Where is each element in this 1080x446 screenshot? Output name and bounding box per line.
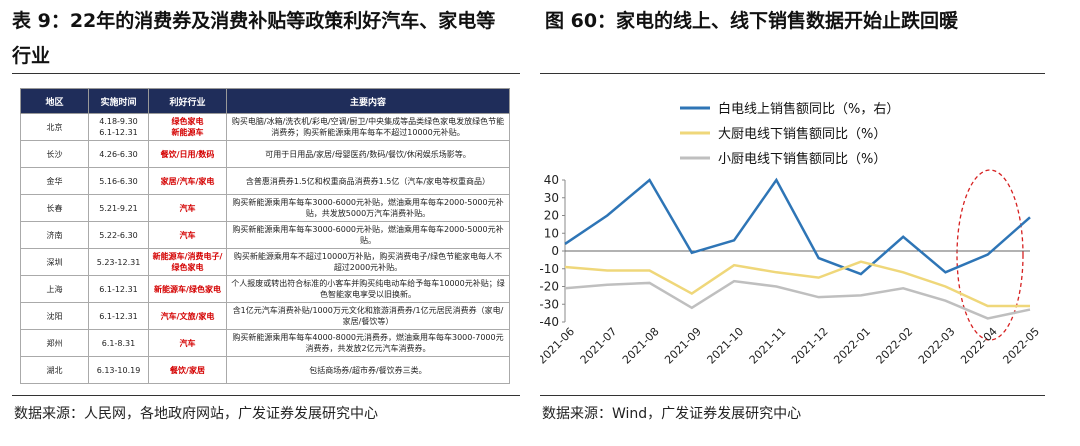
table-cell: 6.1-12.31 <box>88 302 149 330</box>
rule <box>540 73 1045 74</box>
rule <box>540 395 1045 396</box>
x-tick-label: 2021-10 <box>705 325 747 367</box>
table-cell: 沈阳 <box>20 302 89 330</box>
table-row: 湖北 6.13-10.19 餐饮/家居 包括商场券/超市券/餐饮券三类。 <box>20 356 510 384</box>
legend-label: 白电线上销售额同比（%，右） <box>718 101 899 117</box>
table-cell: 可用于日用品/家居/母婴医药/数码/餐饮/休闲娱乐场影等。 <box>226 140 510 168</box>
table-row: 金华 5.16-6.30 家居/汽车/家电 含普惠消费券1.5亿和权重商品消费券1.5… <box>20 167 510 195</box>
chart-title: 图 60：家电的线上、线下销售数据开始止跌回暖 <box>545 10 959 32</box>
table-cell: 4.26-6.30 <box>88 140 149 168</box>
table-cell: 汽车 <box>148 221 227 249</box>
y-tick-label: -10 <box>540 262 559 276</box>
x-tick-label: 2022-04 <box>958 325 1000 367</box>
table-cell: 4.18-9.30 6.1-12.31 <box>88 113 149 141</box>
table-cell: 5.16-6.30 <box>88 167 149 195</box>
table-source: 数据来源：人民网，各地政府网站，广发证券发展研究中心 <box>14 406 378 422</box>
chart-source: 数据来源：Wind，广发证券发展研究中心 <box>542 406 802 422</box>
y-tick-label: 30 <box>544 191 559 205</box>
table-cell: 新能源车/绿色家电 <box>148 275 227 303</box>
table-cell: 绿色家电 新能源车 <box>148 113 227 141</box>
table-cell: 含普惠消费券1.5亿和权重商品消费券1.5亿（汽车/家电等权重商品） <box>226 167 510 195</box>
y-tick-label: 0 <box>551 244 559 258</box>
x-tick-label: 2022-02 <box>874 325 916 367</box>
x-tick-label: 2021-11 <box>747 325 789 367</box>
table-cell: 济南 <box>20 221 89 249</box>
series-line <box>564 260 1030 308</box>
table-row: 北京 4.18-9.30 6.1-12.31 绿色家电 新能源车 购买电脑/冰箱/洗衣… <box>20 113 510 141</box>
x-tick-label: 2022-03 <box>916 325 958 367</box>
table-cell: 北京 <box>20 113 89 141</box>
table-cell: 长沙 <box>20 140 89 168</box>
table-cell: 郑州 <box>20 329 89 357</box>
table-cell: 个人报废或转出符合标准的小客车并购买纯电动车给予每车10000元补贴；绿色智能家… <box>226 275 510 303</box>
legend-label: 大厨电线下销售额同比（%） <box>718 126 886 142</box>
table-cell: 购买新能源乘用车不超过10000万补贴，购买消费电子/绿色节能家电每人不超过20… <box>226 248 510 276</box>
table-row: 长沙 4.26-6.30 餐饮/日用/数码 可用于日用品/家居/母婴医药/数码/餐饮/… <box>20 140 510 168</box>
table-cell: 家居/汽车/家电 <box>148 167 227 195</box>
table-row: 济南 5.22-6.30 汽车 购买新能源乘用车每车3000-6000元补贴，燃油乘用… <box>20 221 510 249</box>
policy-table: 地区 实施时间 利好行业 主要内容 北京 4.18-9.30 6.1-12.31 绿色家电… <box>20 88 510 384</box>
table-cell: 6.1-8.31 <box>88 329 149 357</box>
table-cell: 汽车/文旅/家电 <box>148 302 227 330</box>
table-row: 深圳 5.23-12.31 新能源车/消费电子/绿色家电 购买新能源乘用车不超过100… <box>20 248 510 276</box>
table-cell: 含1亿元汽车消费补贴/1000万元文化和旅游消费券/1亿元居民消费券（家电/家居… <box>226 302 510 330</box>
table-cell: 金华 <box>20 167 89 195</box>
y-tick-label: 40 <box>544 173 559 187</box>
table-cell: 餐饮/日用/数码 <box>148 140 227 168</box>
table-cell: 餐饮/家居 <box>148 356 227 384</box>
x-tick-label: 2021-08 <box>620 325 662 367</box>
legend-label: 小厨电线下销售额同比（%） <box>718 151 886 167</box>
table-cell: 深圳 <box>20 248 89 276</box>
table-row: 长春 5.21-9.21 汽车 购买新能源乘用车每车3000-6000元补贴，燃油乘用… <box>20 194 510 222</box>
y-tick-label: -30 <box>540 297 559 311</box>
series-line <box>564 177 1031 276</box>
header-cell: 地区 <box>20 88 89 114</box>
header-cell: 主要内容 <box>226 88 510 114</box>
table-cell: 购买电脑/冰箱/洗衣机/彩电/空调/厨卫/中央集成等品类绿色家电发放绿色节能消费… <box>226 113 510 141</box>
header-cell: 实施时间 <box>88 88 149 114</box>
y-tick-label: 20 <box>544 209 559 223</box>
series-line <box>564 279 1031 320</box>
table-cell: 长春 <box>20 194 89 222</box>
table-title: 表 9：22年的消费券及消费补贴等政策利好汽车、家电等行业 <box>12 10 496 67</box>
table-cell: 新能源车/消费电子/绿色家电 <box>148 248 227 276</box>
table-cell: 购买新能源乘用车每车4000-8000元消费券，燃油乘用车每车3000-7000… <box>226 329 510 357</box>
x-tick-label: 2021-12 <box>789 325 831 367</box>
header-row: 地区 实施时间 利好行业 主要内容 <box>20 88 510 114</box>
x-tick-label: 2022-01 <box>831 325 873 367</box>
table-cell: 湖北 <box>20 356 89 384</box>
header-cell: 利好行业 <box>148 88 227 114</box>
table-row: 郑州 6.1-8.31 汽车 购买新能源乘用车每车4000-8000元消费券，燃油乘用… <box>20 329 510 357</box>
table-cell: 5.23-12.31 <box>88 248 149 276</box>
x-tick-label: 2022-05 <box>1000 325 1042 367</box>
highlight-ellipse <box>956 169 1024 341</box>
x-tick-label: 2021-07 <box>578 325 620 367</box>
table-cell: 汽车 <box>148 329 227 357</box>
table-cell: 5.21-9.21 <box>88 194 149 222</box>
table-cell: 6.1-12.31 <box>88 275 149 303</box>
table-cell: 购买新能源乘用车每车3000-6000元补贴，燃油乘用车每车2000-5000元… <box>226 221 510 249</box>
x-tick-label: 2021-06 <box>540 325 577 367</box>
y-tick-label: -20 <box>540 280 559 294</box>
table-cell: 上海 <box>20 275 89 303</box>
table-cell: 5.22-6.30 <box>88 221 149 249</box>
table-cell: 包括商场券/超市券/餐饮券三类。 <box>226 356 510 384</box>
table-cell: 汽车 <box>148 194 227 222</box>
y-tick-label: 10 <box>544 226 559 240</box>
table-row: 上海 6.1-12.31 新能源车/绿色家电 个人报废或转出符合标准的小客车并购买纯电… <box>20 275 510 303</box>
table-cell: 购买新能源乘用车每车3000-6000元补贴，燃油乘用车每车2000-5000元… <box>226 194 510 222</box>
table-row: 沈阳 6.1-12.31 汽车/文旅/家电 含1亿元汽车消费补贴/1000万元文化和旅… <box>20 302 510 330</box>
y-tick-label: -40 <box>540 315 559 329</box>
rule <box>12 73 520 74</box>
x-tick-label: 2021-09 <box>662 325 704 367</box>
rule <box>12 395 520 396</box>
table-cell: 6.13-10.19 <box>88 356 149 384</box>
